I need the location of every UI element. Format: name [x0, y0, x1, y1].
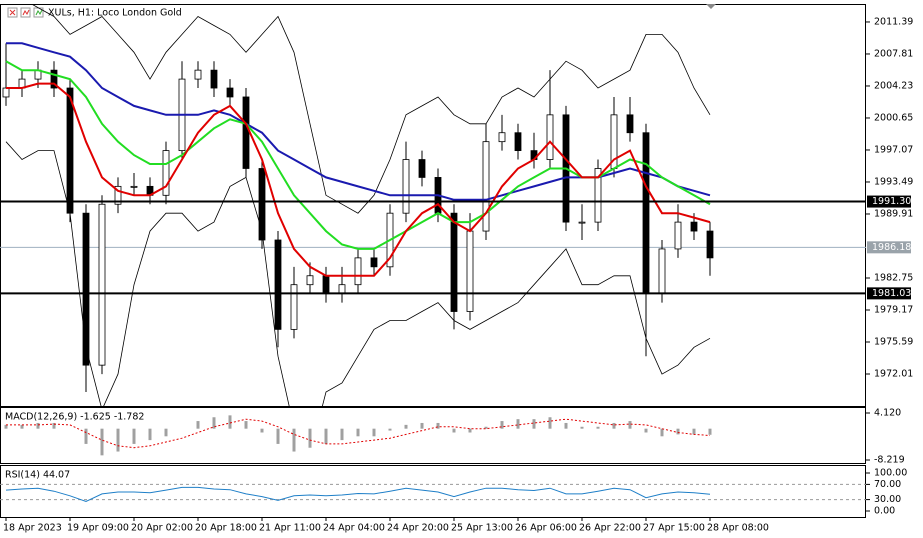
candle-body: [306, 275, 314, 286]
candle-body: [674, 221, 682, 250]
x-tick-label: 26 Apr 22:00: [579, 523, 641, 534]
y-tick-label: 4.120: [874, 407, 901, 418]
candle-body: [82, 212, 90, 366]
x-tick-label: 24 Apr 04:00: [323, 523, 385, 534]
candle-body: [226, 87, 234, 98]
x-tick-label: 20 Apr 02:00: [131, 523, 193, 534]
candle-body: [450, 212, 458, 312]
overlay-line: [5, 60, 711, 250]
candle-body: [50, 69, 58, 89]
y-tick-label: 2011.39: [874, 16, 913, 27]
candle-body: [194, 69, 202, 80]
level-label: 1991.30: [872, 196, 911, 207]
candle-body: [338, 284, 346, 295]
level-box: [867, 287, 911, 300]
panel-title: RSI(14) 44.07: [5, 470, 70, 481]
candle-body: [642, 132, 650, 295]
candle-body: [626, 114, 634, 134]
y-tick-label: 30.00: [874, 494, 901, 505]
current-price-label: 1986.18: [872, 242, 911, 253]
level-box: [867, 195, 911, 208]
symbol-icons: [7, 7, 44, 18]
candle-body: [130, 185, 138, 188]
candle-body: [578, 221, 586, 224]
x-tick-label: 21 Apr 11:00: [259, 523, 321, 534]
macd-panel-frame: [0, 407, 866, 464]
overlay-line: [5, 141, 711, 406]
price-panel-frame: [0, 4, 866, 407]
panel-title: XULs, H1: Loco London Gold: [48, 8, 182, 19]
candle-body: [66, 87, 74, 214]
candle-body: [354, 257, 362, 286]
candle-body: [594, 168, 602, 223]
y-tick-label: 1979.17: [874, 304, 913, 315]
candle-body: [322, 275, 330, 295]
panel-plot: [0, 483, 866, 503]
candle-body: [98, 203, 106, 366]
candle-body: [242, 96, 250, 169]
candle-body: [290, 284, 298, 330]
panel-plot: [4, 415, 712, 456]
y-tick-label: 1982.75: [874, 272, 913, 283]
rsi-panel-frame: [0, 465, 866, 518]
x-tick-label: 20 Apr 18:00: [195, 523, 257, 534]
candle-body: [162, 150, 170, 196]
candle-body: [370, 257, 378, 268]
y-tick-label: 1972.01: [874, 368, 913, 379]
candle-body: [658, 248, 666, 295]
candle-body: [418, 159, 426, 178]
overlay-line: [6, 42, 711, 201]
candle-body: [114, 185, 122, 205]
y-tick-label: 1989.91: [874, 208, 913, 219]
panel-title: MACD(12,26,9) -1.625 -1.782: [5, 412, 144, 423]
y-tick-label: 2007.81: [874, 48, 913, 59]
scroll-marker: [706, 4, 716, 9]
panel-plot: [0, 4, 866, 406]
candle-body: [706, 230, 714, 259]
candle-body: [274, 239, 282, 330]
candle-body: [2, 87, 10, 98]
candle-body: [690, 221, 698, 232]
y-tick-label: -8.219: [874, 454, 905, 465]
x-tick-label: 27 Apr 15:00: [643, 523, 705, 534]
signal-line: [6, 418, 711, 449]
candle-body: [546, 114, 554, 160]
candle-body: [498, 132, 506, 143]
y-tick-label: 1997.07: [874, 144, 913, 155]
x-tick-label: 28 Apr 08:00: [707, 523, 769, 534]
y-tick-label: 2004.23: [874, 80, 913, 91]
current-price-box: [867, 241, 911, 254]
candle-body: [482, 141, 490, 232]
x-tick-label: 19 Apr 09:00: [67, 523, 129, 534]
x-tick-label: 26 Apr 06:00: [515, 523, 577, 534]
x-tick-label: 18 Apr 2023: [3, 523, 62, 534]
y-tick-label: 70.00: [874, 479, 901, 490]
y-tick-label: 2000.65: [874, 112, 913, 123]
overlay-line: [6, 82, 711, 277]
y-tick-label: 1975.59: [874, 336, 913, 347]
level-label: 1981.03: [872, 288, 911, 299]
y-tick-label: 1993.49: [874, 176, 913, 187]
candle-body: [210, 69, 218, 89]
rsi-line: [5, 486, 711, 503]
candle-body: [466, 230, 474, 312]
y-tick-label: 100.00: [874, 467, 907, 478]
candle-body: [402, 159, 410, 214]
x-tick-label: 25 Apr 13:00: [451, 523, 513, 534]
x-tick-label: 24 Apr 20:00: [387, 523, 449, 534]
candle-body: [258, 168, 266, 241]
candle-body: [514, 132, 522, 152]
overlay-line: [30, 4, 711, 214]
y-tick-label: 0.00: [874, 505, 895, 516]
